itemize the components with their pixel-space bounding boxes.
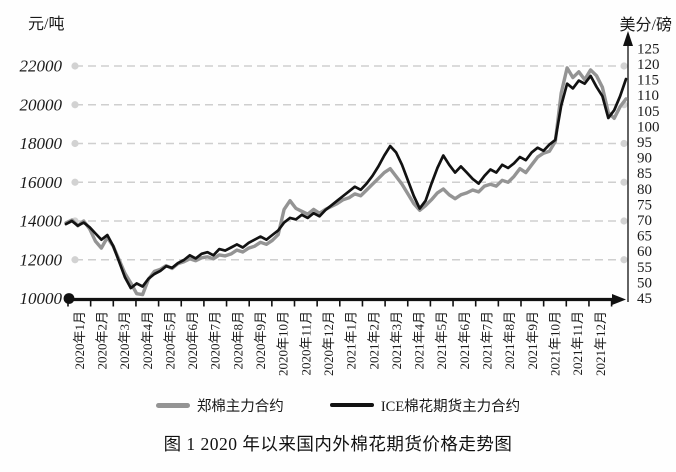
right-axis-tick-110: 110 xyxy=(637,88,659,104)
x-axis-label-8: 2020年9月 xyxy=(253,311,268,370)
x-axis-label-16: 2021年5月 xyxy=(434,311,449,370)
x-axis-label-3: 2020年4月 xyxy=(140,311,155,370)
left-axis-tick-10000: 10000 xyxy=(20,289,63,308)
left-axis-tick-12000: 12000 xyxy=(20,250,63,269)
x-axis-label-13: 2021年2月 xyxy=(366,311,381,370)
x-axis-label-9: 2020年10月 xyxy=(276,311,291,376)
left-axis-tick-16000: 16000 xyxy=(20,173,63,192)
right-axis-tick-80: 80 xyxy=(637,182,652,198)
right-axis-unit-label: 美分/磅 xyxy=(619,17,672,34)
gridline-right-dot-18000 xyxy=(620,139,628,148)
x-axis-label-20: 2021年9月 xyxy=(525,311,540,370)
left-axis-tick-14000: 14000 xyxy=(20,212,63,231)
price-trend-chart: 22000 20000 18000 16000 14000 12000 10000 12512… xyxy=(20,31,660,376)
gridline-right-dot-16000 xyxy=(620,178,628,186)
legend-ice-label: ICE棉花期货主力合约 xyxy=(380,398,521,415)
right-axis-tick-105: 105 xyxy=(637,104,660,120)
x-axis-label-17: 2021年6月 xyxy=(457,311,472,370)
left-axis-unit-label: 元/吨 xyxy=(28,16,65,33)
gridline-left-dot-18000 xyxy=(71,139,79,148)
gridline-left-dot-20000 xyxy=(71,101,79,109)
right-axis-tick-70: 70 xyxy=(637,213,652,229)
right-axis-tick-120: 120 xyxy=(637,57,660,73)
figure-caption: 图 1 2020 年以来国内外棉花期货价格走势图 xyxy=(163,434,513,454)
right-axis-tick-125: 125 xyxy=(637,41,660,57)
gridline-left-dot-12000 xyxy=(71,256,79,264)
legend-zheng-label: 郑棉主力合约 xyxy=(196,398,284,415)
x-axis-label-12: 2021年1月 xyxy=(344,311,359,370)
right-axis-tick-65: 65 xyxy=(637,229,652,245)
chart-legend: 郑棉主力合约 ICE棉花期货主力合约 xyxy=(0,395,676,415)
x-axis-arrow-icon xyxy=(612,294,626,305)
x-axis-label-22: 2021年11月 xyxy=(570,311,585,376)
legend-ice-swatch xyxy=(329,403,374,407)
gridline-left-dot-16000 xyxy=(71,178,79,186)
right-axis-tick-60: 60 xyxy=(637,244,652,260)
gridline-right-dot-22000 xyxy=(620,62,628,70)
x-axis-label-23: 2021年12月 xyxy=(593,311,608,376)
x-axis-label-7: 2020年8月 xyxy=(230,311,245,370)
right-axis-tick-55: 55 xyxy=(637,260,652,276)
x-axis-label-14: 2021年3月 xyxy=(389,311,404,370)
x-axis-label-2: 2020年3月 xyxy=(117,311,132,370)
right-axis-tick-95: 95 xyxy=(637,135,652,151)
x-axis-label-1: 2020年2月 xyxy=(94,311,109,370)
x-axis-label-0: 2020年1月 xyxy=(72,311,87,370)
x-axis-label-4: 2020年5月 xyxy=(162,311,177,370)
x-axis-label-19: 2021年8月 xyxy=(502,311,517,370)
left-axis-tick-20000: 20000 xyxy=(20,95,63,114)
left-axis-tick-22000: 22000 xyxy=(20,57,63,76)
right-axis-tick-115: 115 xyxy=(637,73,659,89)
x-axis-label-18: 2021年7月 xyxy=(480,311,495,370)
gridline-right-dot-12000 xyxy=(620,256,628,264)
right-axis-tick-85: 85 xyxy=(637,166,652,182)
right-axis-tick-90: 90 xyxy=(637,151,652,167)
series-ice-cotton-line xyxy=(64,74,628,290)
left-axis-tick-18000: 18000 xyxy=(20,134,63,153)
x-axis-label-5: 2020年6月 xyxy=(185,311,200,370)
right-axis-tick-45: 45 xyxy=(637,291,652,307)
gridline-left-dot-22000 xyxy=(71,62,79,70)
x-axis-label-21: 2021年10月 xyxy=(547,311,562,376)
x-axis-label-10: 2020年11月 xyxy=(298,311,313,376)
right-axis-tick-50: 50 xyxy=(637,275,652,291)
series-zheng-cotton-line xyxy=(64,66,628,297)
x-axis-label-15: 2021年4月 xyxy=(412,311,427,370)
x-axis-label-11: 2020年12月 xyxy=(321,311,336,376)
legend-zheng-swatch xyxy=(155,402,190,408)
right-axis-tick-100: 100 xyxy=(637,119,660,135)
x-axis-label-6: 2020年7月 xyxy=(208,311,223,370)
origin-dot xyxy=(63,293,75,304)
right-axis-tick-75: 75 xyxy=(637,197,652,213)
right-axis-arrow-icon xyxy=(623,31,633,46)
gridline-right-dot-14000 xyxy=(620,217,628,225)
